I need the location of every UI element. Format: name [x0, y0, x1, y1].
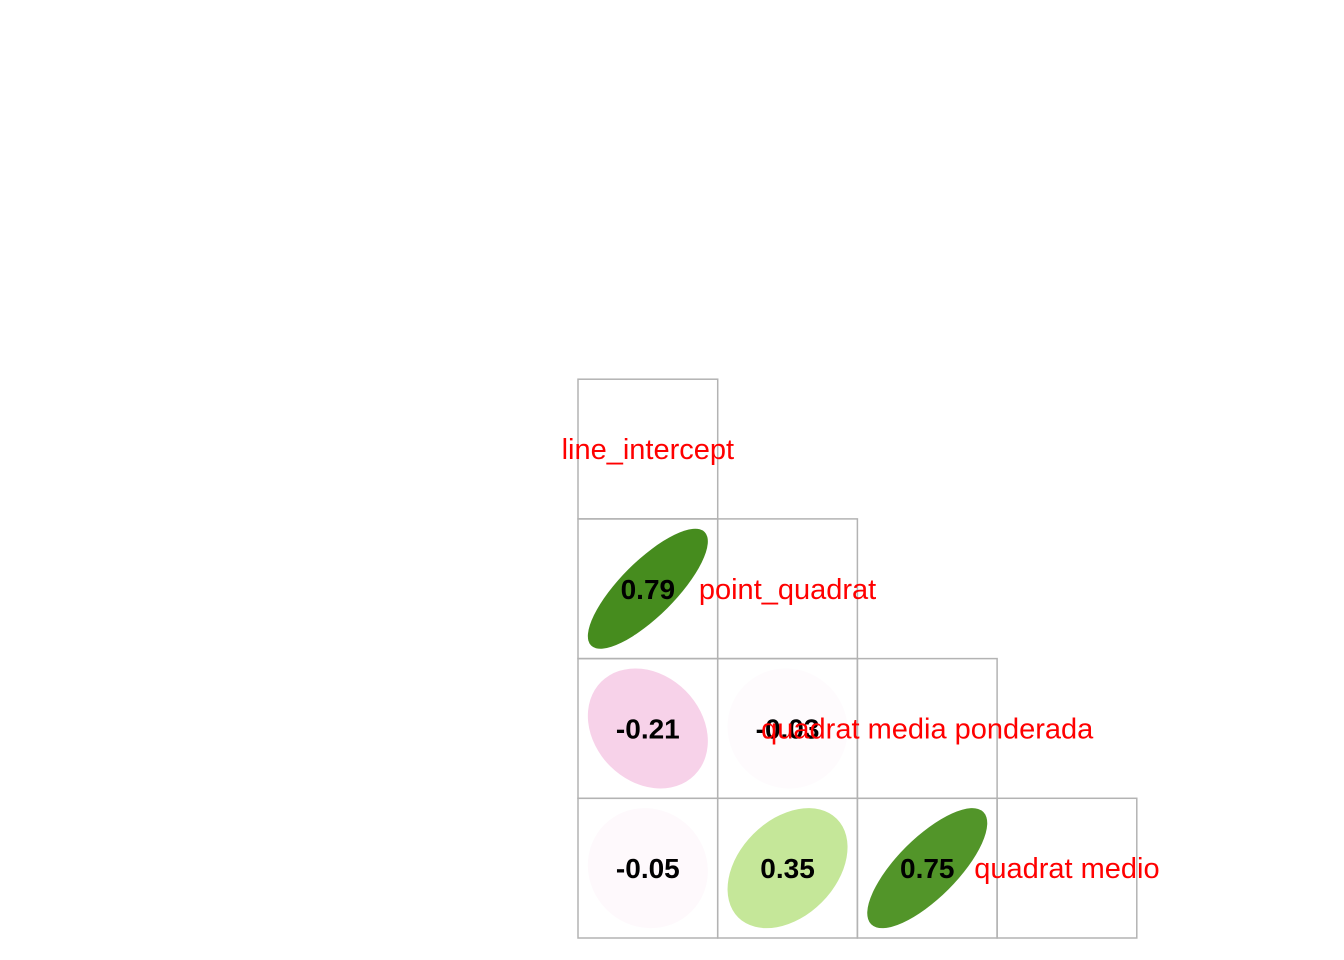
correlation-ellipse-1 — [587, 668, 708, 789]
grid-cell-3-3 — [996, 797, 1138, 939]
correlation-value-3: -0.05 — [616, 853, 680, 884]
correlation-value-0: 0.79 — [621, 574, 676, 605]
variable-label-1: point_quadrat — [699, 574, 876, 606]
correlation-ellipse-0 — [587, 528, 708, 649]
correlation-value-5: 0.75 — [900, 853, 955, 884]
correlation-ellipse-5 — [867, 808, 988, 929]
variable-label-0: line_intercept — [562, 434, 735, 466]
correlation-ellipse-2 — [727, 668, 848, 789]
variable-label-3: quadrat medio — [974, 853, 1159, 885]
correlation-value-4: 0.35 — [760, 853, 815, 884]
correlation-ellipse-3 — [587, 808, 708, 929]
correlation-value-2: -0.03 — [756, 713, 820, 744]
variable-label-2: quadrat media ponderada — [761, 713, 1094, 745]
correlation-ellipse-4 — [727, 808, 848, 929]
correlation-value-1: -0.21 — [616, 713, 680, 744]
